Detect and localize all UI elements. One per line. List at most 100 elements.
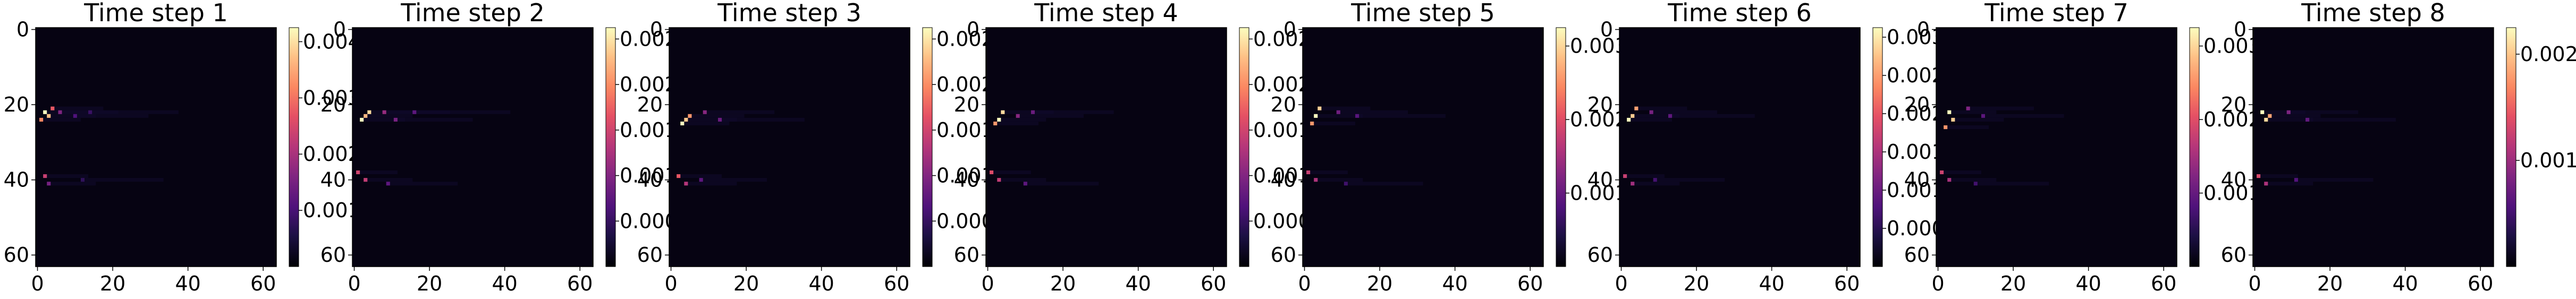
x-tick-label: 60 bbox=[1201, 272, 1226, 295]
heatmap-cell bbox=[703, 110, 707, 114]
x-tick-label: 0 bbox=[664, 272, 677, 295]
heatmap-cell bbox=[1634, 106, 1687, 110]
x-tick-label: 40 bbox=[2075, 272, 2101, 295]
colorbar-tick-label: 0.001 bbox=[1887, 178, 1945, 202]
heatmap-cell bbox=[1317, 106, 1371, 110]
heatmap-cell bbox=[2260, 110, 2306, 114]
colorbar-tick-label: 0.002 bbox=[1253, 27, 1311, 50]
heatmap-cell bbox=[356, 170, 398, 175]
heatmap-cell bbox=[50, 106, 104, 110]
heatmap-cell bbox=[1947, 178, 1952, 182]
heatmap-cell bbox=[1668, 114, 1755, 118]
chart-title: Time step 6 bbox=[1667, 0, 1812, 27]
heatmap-cell bbox=[364, 114, 413, 118]
heatmap-cell bbox=[1951, 117, 1955, 122]
heatmap-cell bbox=[88, 110, 92, 114]
x-tick-label: 0 bbox=[1931, 272, 1944, 295]
x-tick-label: 20 bbox=[100, 272, 125, 295]
colorbar-tick-label: 0.002 bbox=[936, 73, 994, 96]
x-tick-label: 0 bbox=[348, 272, 360, 295]
heatmap-cell bbox=[1940, 170, 1981, 175]
y-tick-label: 60 bbox=[637, 243, 663, 267]
y-tick-label: 0 bbox=[333, 18, 346, 41]
heatmap-cell bbox=[990, 170, 994, 175]
heatmap-cell bbox=[699, 178, 703, 182]
x-tick-label: 60 bbox=[2468, 272, 2493, 295]
x-tick-label: 60 bbox=[2151, 272, 2176, 295]
heatmap-cell bbox=[1649, 110, 1653, 114]
colorbar bbox=[922, 27, 933, 267]
heatmap-cell bbox=[997, 117, 1001, 122]
heatmap-cell bbox=[1653, 178, 1725, 182]
heatmap-cell bbox=[997, 178, 1001, 182]
heatmap-cell bbox=[1981, 114, 2064, 118]
heatmap-cell bbox=[680, 121, 730, 126]
colorbar bbox=[2506, 27, 2516, 267]
heatmap-cell bbox=[1314, 178, 1363, 182]
heatmap-cell bbox=[2257, 174, 2298, 178]
heatmap-cell bbox=[684, 117, 688, 122]
x-tick-label: 0 bbox=[31, 272, 44, 295]
heatmap-cell bbox=[47, 182, 51, 186]
heatmap-cell bbox=[50, 106, 55, 110]
heatmap-cell bbox=[80, 178, 164, 182]
heatmap-cell bbox=[360, 117, 364, 122]
heatmap-background bbox=[352, 28, 593, 267]
heatmap-cell bbox=[1631, 114, 1635, 118]
colorbar bbox=[2189, 27, 2200, 267]
colorbar-tick-label: 0.001 bbox=[1887, 140, 1945, 164]
heatmap-cell bbox=[2264, 182, 2268, 186]
heatmap-cell bbox=[2305, 117, 2396, 122]
heatmap-cell bbox=[997, 117, 1046, 122]
x-tick-label: 40 bbox=[808, 272, 834, 295]
axes-frame bbox=[35, 27, 277, 267]
y-tick-label: 60 bbox=[4, 243, 29, 267]
heatmap-cell bbox=[2286, 110, 2359, 114]
x-tick-label: 20 bbox=[2000, 272, 2026, 295]
heatmap-cell bbox=[1623, 174, 1665, 178]
x-tick-label: 40 bbox=[175, 272, 200, 295]
y-tick-label: 20 bbox=[1904, 93, 1930, 116]
heatmap-cell bbox=[1631, 182, 1680, 186]
heatmap-cell bbox=[1951, 117, 2004, 122]
y-tick-label: 0 bbox=[1917, 18, 1930, 41]
heatmap-cell bbox=[1944, 125, 1948, 130]
heatmap-cell bbox=[364, 178, 413, 182]
heatmap-cell bbox=[1023, 182, 1099, 186]
colorbar-tick-label: 0.001 bbox=[303, 199, 361, 222]
y-tick-label: 20 bbox=[1587, 93, 1613, 116]
colorbar bbox=[1872, 27, 1883, 267]
heatmap-cell bbox=[684, 182, 737, 186]
heatmap-cell bbox=[47, 182, 96, 186]
heatmap-cell bbox=[2305, 117, 2310, 122]
x-tick-label: 60 bbox=[1834, 272, 1860, 295]
colorbar bbox=[1239, 27, 1249, 267]
heatmap-cell bbox=[1306, 170, 1311, 175]
heatmap-cell bbox=[412, 110, 417, 114]
heatmap-cell bbox=[39, 117, 81, 122]
y-tick-label: 0 bbox=[2234, 18, 2246, 41]
y-tick-label: 0 bbox=[1600, 18, 1613, 41]
colorbar-tick-label: 0.002 bbox=[620, 73, 678, 96]
heatmap-cell bbox=[1966, 106, 1970, 110]
heatmap-cell bbox=[73, 114, 149, 118]
heatmap-cell bbox=[1947, 110, 1952, 114]
heatmap-panel: Time step 20 20 40 6002040600.0000.0010.001… bbox=[320, 0, 678, 295]
y-tick-label: 40 bbox=[4, 168, 29, 192]
heatmap-cell bbox=[1623, 174, 1627, 178]
heatmap-cell bbox=[88, 110, 179, 114]
heatmap-cell bbox=[1631, 182, 1635, 186]
y-tick-label: 60 bbox=[1587, 243, 1613, 267]
colorbar-tick-label: 0.002 bbox=[2203, 108, 2261, 131]
heatmap-cell bbox=[2286, 110, 2291, 114]
chart-title: Time step 7 bbox=[1984, 0, 2129, 27]
heatmap-background bbox=[669, 28, 910, 267]
heatmap-background bbox=[1303, 28, 1543, 267]
colorbar-tick-label: 0.003 bbox=[303, 86, 361, 109]
heatmap-cell bbox=[1031, 110, 1035, 114]
heatmap-cell bbox=[1653, 178, 1657, 182]
heatmap-cell bbox=[688, 114, 692, 118]
